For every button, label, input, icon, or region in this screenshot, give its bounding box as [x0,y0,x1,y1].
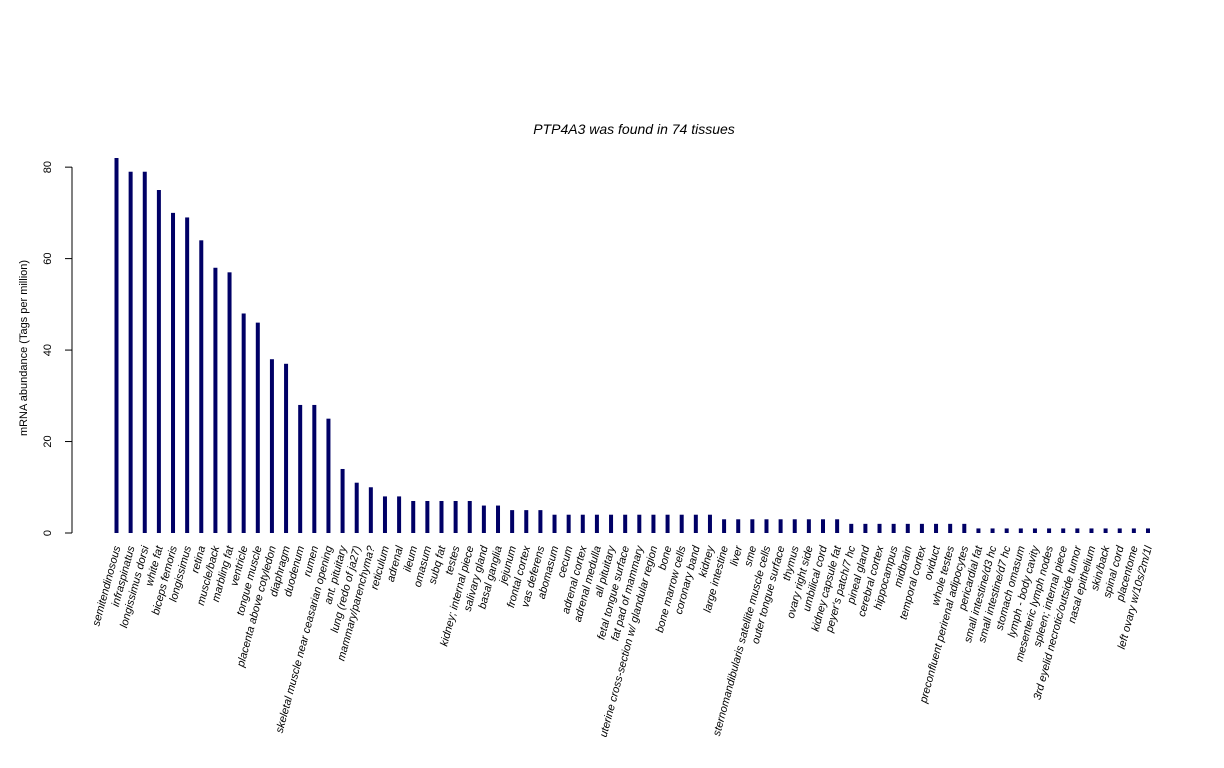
bar [340,468,345,533]
bar [934,523,939,533]
bar [185,217,190,533]
bar [722,519,727,533]
bar [156,190,161,533]
bar [1117,528,1122,533]
bar [128,171,133,533]
bar [976,528,981,533]
bar [566,514,571,533]
bar [821,519,825,533]
bar [609,514,614,533]
bar [411,500,416,533]
bar [496,505,501,533]
category-label: sme [742,545,759,568]
bar [199,240,204,533]
bar [552,514,557,533]
bar [227,272,232,533]
category-label: liver [728,543,745,567]
bar [1075,528,1080,533]
bar [142,171,147,533]
bar [524,510,529,533]
bar [1004,528,1009,533]
bar [467,500,472,533]
bar [849,523,854,533]
bar [623,514,628,533]
y-axis-label: mRNA abundance (Tags per million) [18,260,30,436]
bar [594,514,599,533]
bar [1145,528,1150,533]
category-labels: semitendinosousinfraspinatuslongissimus … [90,543,1155,738]
bar [241,313,246,533]
bar [354,482,359,533]
bar [891,523,896,533]
bar [439,500,444,533]
bar [1103,528,1108,533]
bar [990,528,995,533]
y-tick-label: 0 [42,530,54,536]
bar [707,514,712,533]
y-tick-label: 40 [42,344,54,356]
bar [269,359,274,533]
bar [382,496,387,533]
bar [326,418,331,533]
bar [368,487,373,533]
bar [1061,528,1066,533]
bar [1032,528,1037,533]
bar [453,500,458,533]
bar [397,496,402,533]
bar [919,523,924,533]
bar [962,523,967,533]
bar [255,322,260,533]
chart-title: PTP4A3 was found in 74 tissues [533,121,735,137]
bar [679,514,684,533]
bar [171,212,176,533]
bar [1018,528,1023,533]
bar [806,519,811,533]
bar [637,514,642,533]
bar [481,505,486,533]
bar [538,510,543,533]
bar [905,523,910,533]
y-tick-label: 60 [42,252,54,264]
y-tick-label: 20 [42,435,54,447]
bars [114,158,1150,533]
bar [863,523,868,533]
bar [948,523,953,533]
bar [298,404,303,533]
y-axis: 0 20 40 60 80 [42,161,73,536]
bar [792,519,797,533]
bar [1047,528,1052,533]
bar [213,267,218,533]
bar [510,510,515,533]
bar [693,514,698,533]
bar [778,519,783,533]
bar [750,519,755,533]
y-tick-label: 80 [42,161,54,173]
bar [835,519,840,533]
bar [651,514,656,533]
bar [284,363,289,533]
bar [877,523,882,533]
bar [764,519,769,533]
bar [1089,528,1094,533]
bar [736,519,741,533]
bar [114,158,119,533]
bar [312,404,317,533]
bar [665,514,670,533]
bar [1131,528,1136,533]
bar [425,500,430,533]
bar [580,514,585,533]
